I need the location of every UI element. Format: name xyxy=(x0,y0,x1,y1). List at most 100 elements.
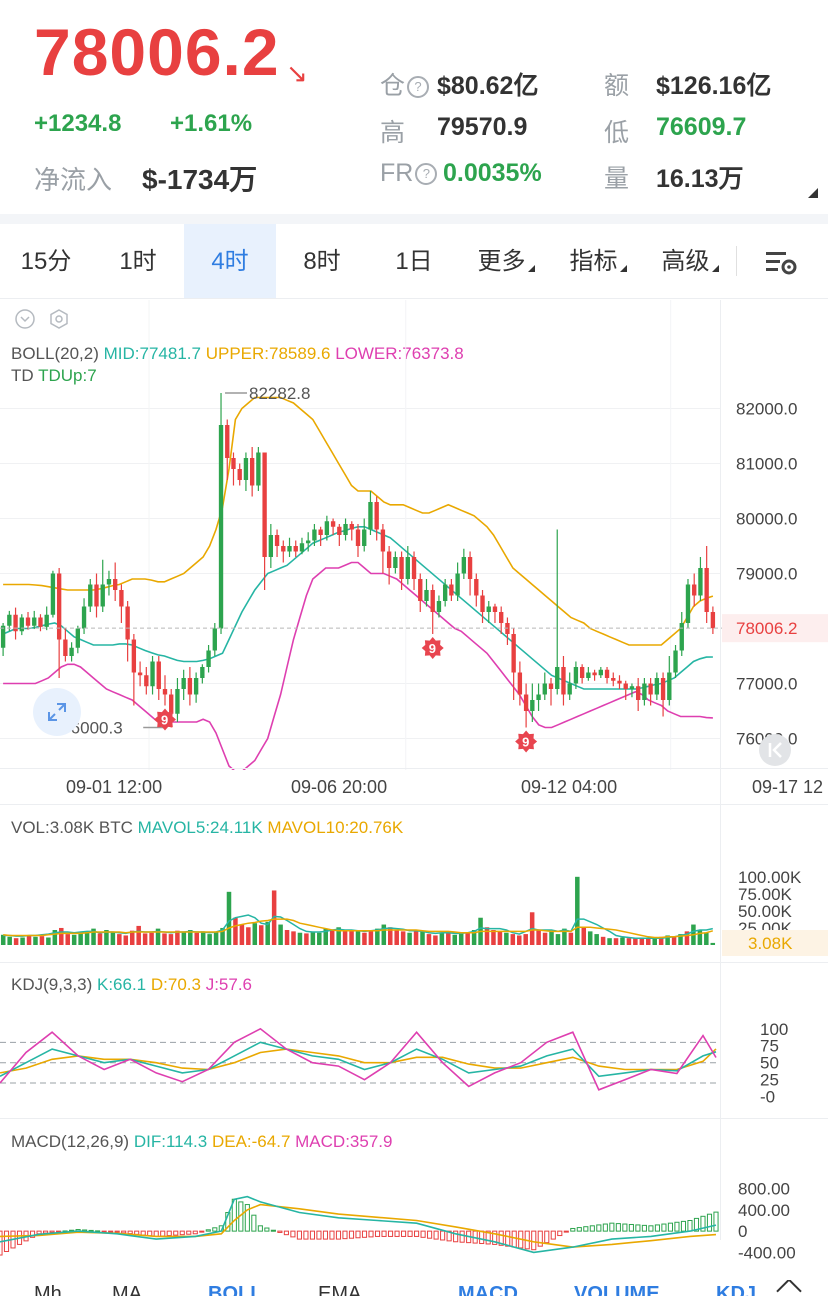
volume-bar xyxy=(394,930,399,945)
macd-histogram-bar xyxy=(693,1217,700,1232)
indicator-ma[interactable]: MA xyxy=(112,1283,142,1296)
tab-more[interactable]: 更多 xyxy=(460,224,552,298)
volume-bar xyxy=(226,891,232,945)
candle-body xyxy=(187,678,193,695)
last-price: 78006.2 xyxy=(34,15,280,89)
candle-body xyxy=(144,675,149,687)
macd-histogram-bar xyxy=(479,1230,485,1245)
kdj-k-line xyxy=(0,1041,717,1078)
expand-stats-icon[interactable] xyxy=(808,188,818,198)
collapse-icon[interactable] xyxy=(15,309,35,329)
volume-bar xyxy=(26,935,32,945)
fullscreen-button[interactable] xyxy=(33,688,81,736)
candle-body xyxy=(536,694,541,700)
macd-value-label: MACD:357.9 xyxy=(295,1132,393,1151)
tab-indicators[interactable]: 指标 xyxy=(552,224,644,298)
vol-legend: VOL:3.08K BTC MAVOL5:24.11K MAVOL10:20.7… xyxy=(11,818,403,838)
indicator-mh[interactable]: Mh xyxy=(34,1283,62,1296)
macd-histogram-bar xyxy=(277,1230,283,1233)
tab-15m[interactable]: 15分 xyxy=(20,248,72,275)
volume-bar xyxy=(568,932,574,945)
collapse-up-icon[interactable] xyxy=(776,1280,802,1296)
macd-chart: 800.00 400.00 0 -400.00 xyxy=(0,1180,796,1262)
volume-bar xyxy=(549,931,554,945)
y-tick-label: -400.00 xyxy=(738,1243,796,1262)
macd-histogram-bar xyxy=(596,1224,602,1232)
funding-rate-label: FR? xyxy=(380,159,438,188)
volume-bar xyxy=(465,932,470,945)
dropdown-icon xyxy=(711,265,719,272)
boll-upper: UPPER:78589.6 xyxy=(205,344,331,363)
macd-dea-line xyxy=(0,1203,717,1248)
candlestick-chart[interactable]: 82000.081000.080000.079000.077000.076000… xyxy=(0,300,828,770)
indicator-ema[interactable]: EMA xyxy=(318,1283,362,1296)
macd-histogram-bar xyxy=(414,1230,420,1237)
volume-bar xyxy=(207,934,212,945)
candle-body xyxy=(679,623,684,651)
macd-histogram-bar xyxy=(589,1225,595,1232)
macd-histogram-bar xyxy=(498,1230,504,1246)
tab-advanced[interactable]: 高级 xyxy=(644,224,736,298)
candle-body xyxy=(362,529,367,546)
open-interest-value: $80.62亿 xyxy=(437,72,539,100)
macd-histogram-bar xyxy=(108,1230,114,1233)
indicator-macd[interactable]: MACD xyxy=(458,1283,518,1296)
candle-body xyxy=(249,458,255,486)
candle-body xyxy=(324,521,330,535)
macd-histogram-bar xyxy=(322,1230,329,1240)
candle-body xyxy=(635,686,641,700)
candle-body xyxy=(386,551,392,568)
volume-bar xyxy=(555,934,561,945)
candle-body xyxy=(349,524,354,530)
macd-histogram-bar xyxy=(173,1230,179,1236)
boll-lower: LOWER:76373.8 xyxy=(335,344,464,363)
tab-1h[interactable]: 1时 xyxy=(119,248,157,275)
candle-body xyxy=(337,526,342,535)
macd-histogram-bar xyxy=(205,1229,211,1232)
help-icon[interactable]: ? xyxy=(407,76,430,98)
tab-1d[interactable]: 1日 xyxy=(395,248,433,275)
macd-histogram-bar xyxy=(563,1230,569,1233)
candle-body xyxy=(200,667,205,678)
volume-bar xyxy=(446,931,451,945)
macd-histogram-bar xyxy=(427,1230,433,1239)
section-divider xyxy=(0,214,828,224)
macd-histogram-bar xyxy=(661,1223,667,1232)
macd-histogram-bar xyxy=(544,1230,550,1244)
candle-body xyxy=(318,529,323,535)
macd-histogram-bar xyxy=(29,1230,36,1238)
candle-body xyxy=(405,557,410,579)
candle-body xyxy=(555,667,560,689)
volume-bar xyxy=(665,935,670,945)
candle-body xyxy=(56,573,62,640)
candle-body xyxy=(181,678,186,689)
volume-bar xyxy=(600,936,606,945)
help-icon[interactable]: ? xyxy=(415,163,438,185)
indicator-boll[interactable]: BOLL xyxy=(208,1283,263,1296)
macd-histogram-bar xyxy=(335,1230,342,1240)
volume-bar xyxy=(368,930,374,945)
macd-histogram-bar xyxy=(361,1230,368,1238)
chart-settings-icon[interactable] xyxy=(764,248,798,276)
candle-body xyxy=(573,667,579,684)
volume-bar xyxy=(271,890,277,945)
volume-bar xyxy=(0,934,6,945)
y-tick-label: 77000.0 xyxy=(736,675,797,694)
td-marker-number: 9 xyxy=(161,713,168,728)
indicator-volume[interactable]: VOLUME xyxy=(574,1283,660,1296)
settings-hexagon-icon[interactable] xyxy=(50,309,68,329)
vol-last-value: 3.08K xyxy=(748,934,793,953)
tab-8h[interactable]: 8时 xyxy=(303,248,341,275)
macd-histogram-bar xyxy=(101,1230,107,1233)
candle-body xyxy=(449,584,454,596)
macd-histogram-bar xyxy=(602,1223,608,1232)
funding-rate-value: 0.0035% xyxy=(443,159,542,187)
scroll-to-latest-button[interactable] xyxy=(759,734,791,766)
volume-bar xyxy=(71,934,77,945)
tab-4h[interactable]: 4时 xyxy=(184,224,276,298)
volume-bar xyxy=(194,932,199,945)
current-price-tag xyxy=(722,614,828,643)
macd-histogram-bar xyxy=(309,1230,316,1240)
chart-x-border xyxy=(0,768,828,769)
indicator-kdj[interactable]: KDJ xyxy=(716,1283,757,1296)
